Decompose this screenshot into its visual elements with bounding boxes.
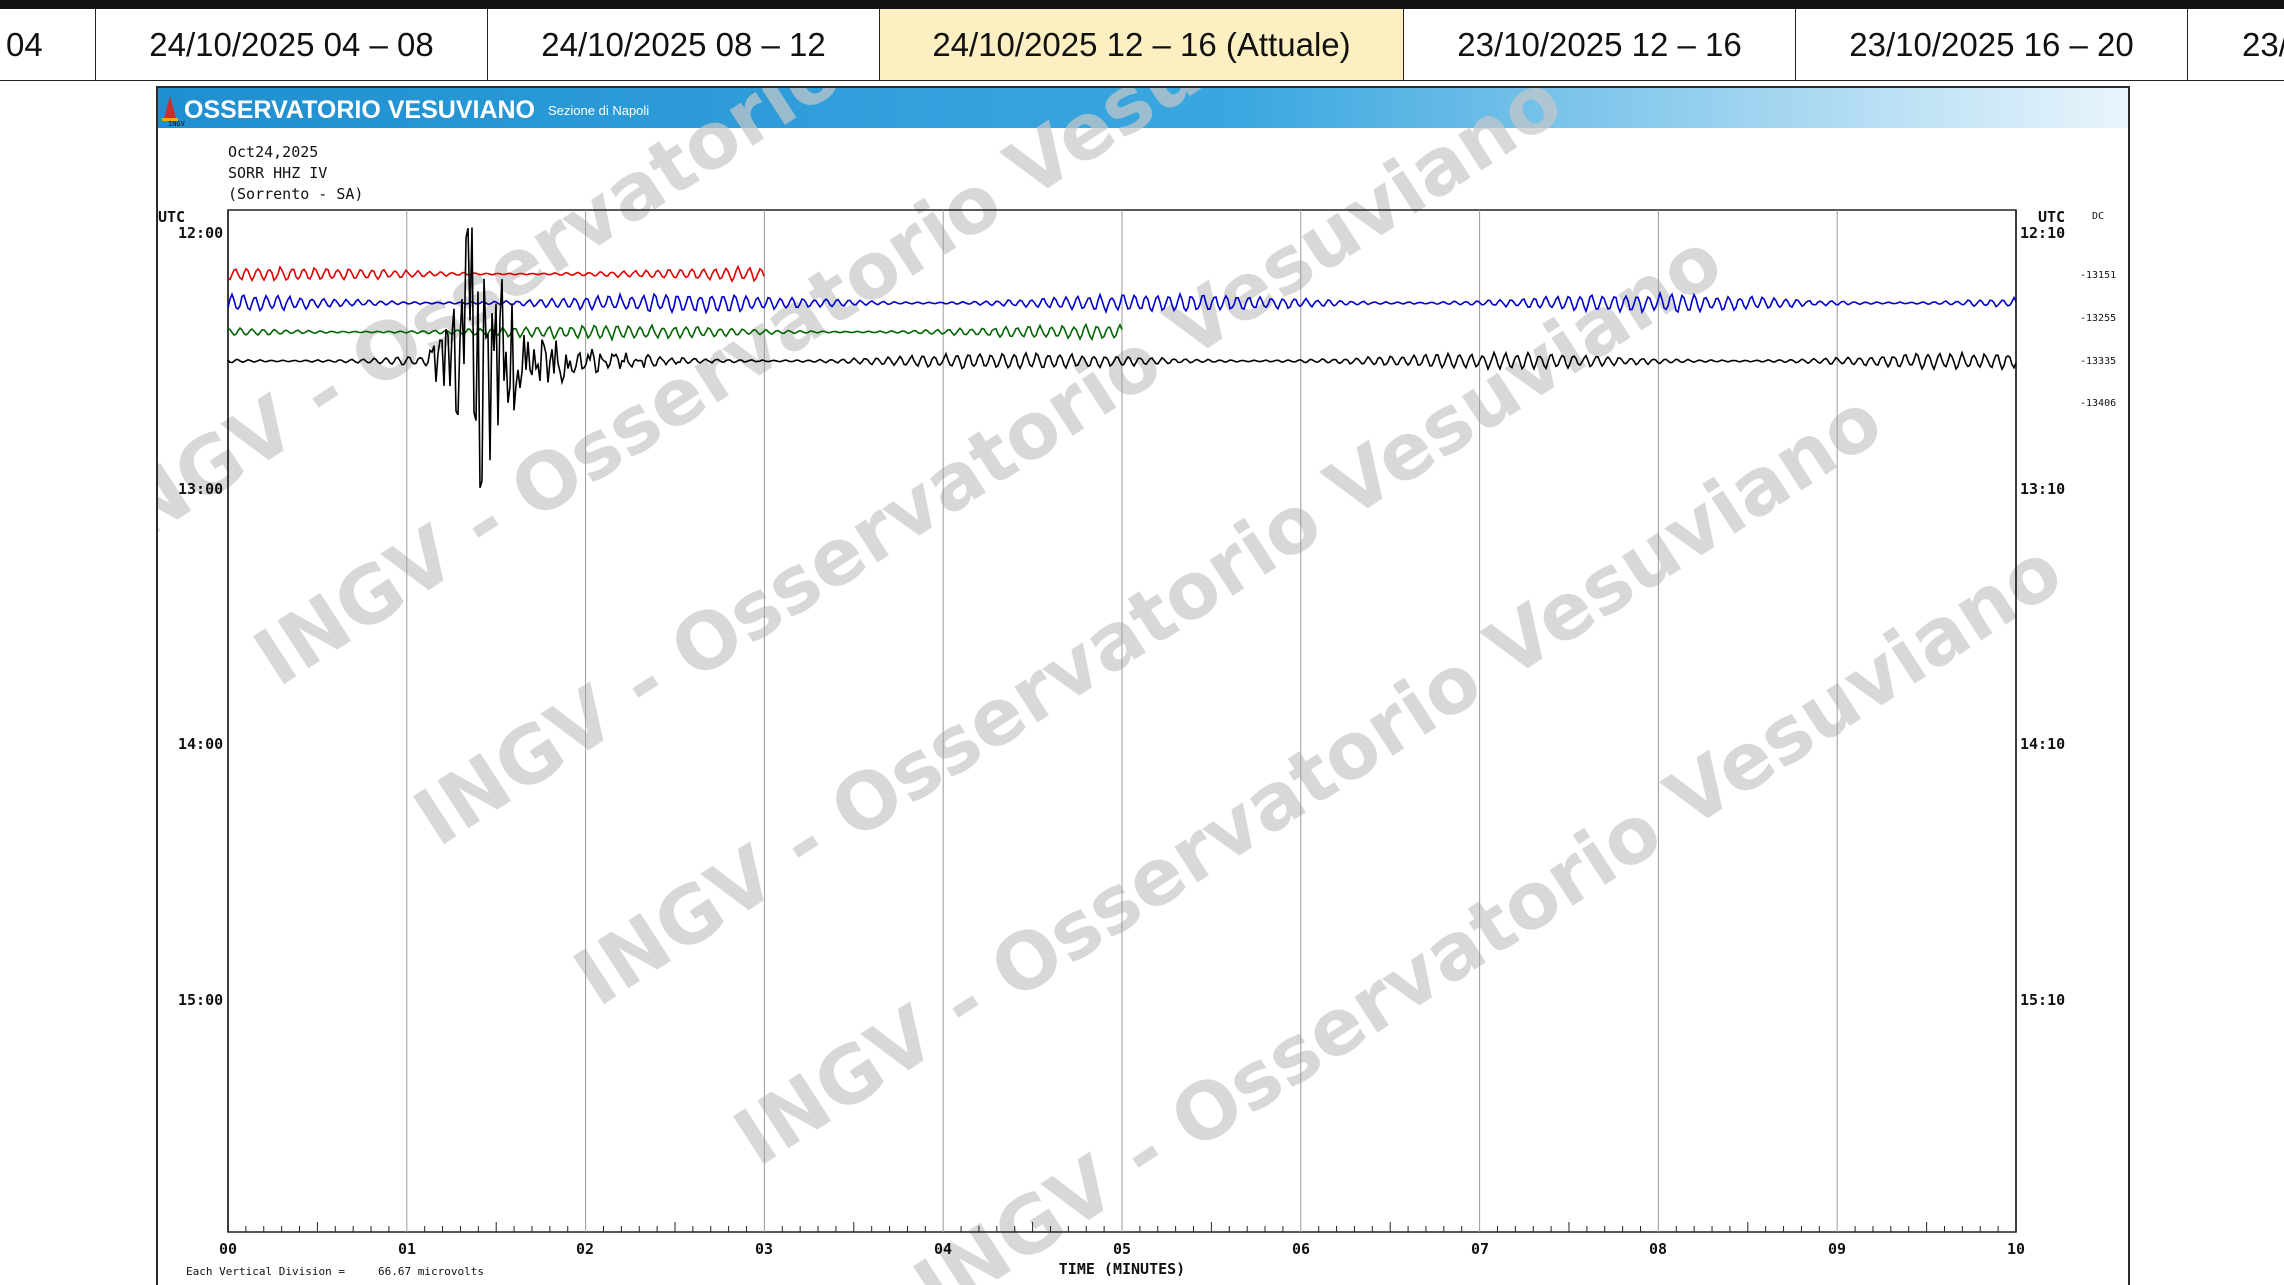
- hour-right-0: 12:10: [2020, 224, 2065, 242]
- station-code: SORR HHZ IV: [228, 164, 327, 182]
- org-section: Sezione di Napoli: [548, 103, 649, 118]
- trace-line-0: [227, 264, 765, 283]
- dc-value-3: -13406: [2080, 398, 2116, 409]
- tab-strip: 04 24/10/2025 04 – 08 24/10/2025 08 – 12…: [0, 9, 2284, 81]
- dc-value-0: -13151: [2080, 270, 2116, 281]
- tab-5[interactable]: 23/10/2025 16 – 20: [1796, 9, 2188, 80]
- dc-label: DC: [2092, 211, 2104, 222]
- hour-right-1: 13:10: [2020, 480, 2065, 498]
- hour-right-3: 15:10: [2020, 991, 2065, 1009]
- tab-4[interactable]: 23/10/2025 12 – 16: [1404, 9, 1796, 80]
- minute-tick-9: 09: [1828, 1240, 1846, 1258]
- org-title: OSSERVATORIO VESUVIANO: [184, 96, 535, 124]
- x-axis-label: TIME (MINUTES): [1059, 1260, 1185, 1278]
- minute-tick-2: 02: [576, 1240, 594, 1258]
- hour-left-2: 14:00: [178, 735, 223, 753]
- seismic-traces: [227, 227, 2017, 489]
- tab-label: 24/10/2025 04 – 08: [149, 25, 434, 63]
- tab-label: 23/10/2025 16 – 20: [1849, 25, 2134, 63]
- tab-0[interactable]: 04: [0, 9, 96, 80]
- minute-tick-8: 08: [1649, 1240, 1667, 1258]
- hour-left-3: 15:00: [178, 991, 223, 1009]
- minute-tick-1: 01: [398, 1240, 416, 1258]
- tab-3-current[interactable]: 24/10/2025 12 – 16 (Attuale): [880, 9, 1404, 80]
- seismogram-chart: INGV OSSERVATORIO VESUVIANO Sezione di N…: [158, 88, 2128, 1285]
- minute-tick-5: 05: [1113, 1240, 1131, 1258]
- top-bar: [0, 0, 2284, 9]
- logo-text: INGV: [168, 120, 186, 128]
- hour-left-1: 13:00: [178, 480, 223, 498]
- tab-label: 23/10/2025 12 – 16: [1457, 25, 1742, 63]
- utc-right-label: UTC: [2038, 208, 2065, 226]
- dc-value-1: -13255: [2080, 313, 2116, 324]
- minute-tick-3: 03: [755, 1240, 773, 1258]
- trace-line-3: [227, 227, 2017, 489]
- header-band: [158, 88, 2128, 128]
- ingv-logo-icon: [162, 96, 178, 121]
- hour-right-2: 14:10: [2020, 735, 2065, 753]
- hour-left-0: 12:00: [178, 224, 223, 242]
- minute-gridlines: [227, 210, 2017, 1232]
- station-location: (Sorrento - SA): [228, 185, 363, 203]
- minute-tick-7: 07: [1471, 1240, 1489, 1258]
- trace-line-2: [227, 322, 1123, 342]
- station-date: Oct24,2025: [228, 143, 318, 161]
- minute-tick-4: 04: [934, 1240, 952, 1258]
- tab-6[interactable]: 23/: [2188, 9, 2284, 80]
- trace-line-1: [227, 290, 2017, 315]
- seismogram-panel: INGV OSSERVATORIO VESUVIANO Sezione di N…: [156, 86, 2130, 1285]
- tab-2[interactable]: 24/10/2025 08 – 12: [488, 9, 880, 80]
- scale-note: Each Vertical Division =: [186, 1265, 345, 1278]
- tab-label: 04: [6, 25, 43, 63]
- minute-tick-10: 10: [2007, 1240, 2025, 1258]
- scale-value: 66.67 microvolts: [378, 1265, 484, 1278]
- minute-tick-0: 00: [219, 1240, 237, 1258]
- tab-label: 24/10/2025 12 – 16 (Attuale): [932, 25, 1351, 63]
- minute-tick-6: 06: [1292, 1240, 1310, 1258]
- utc-left-label: UTC: [158, 208, 185, 226]
- dc-value-2: -13335: [2080, 356, 2116, 367]
- tab-1[interactable]: 24/10/2025 04 – 08: [96, 9, 488, 80]
- tab-label: 24/10/2025 08 – 12: [541, 25, 826, 63]
- tab-label: 23/: [2242, 25, 2284, 63]
